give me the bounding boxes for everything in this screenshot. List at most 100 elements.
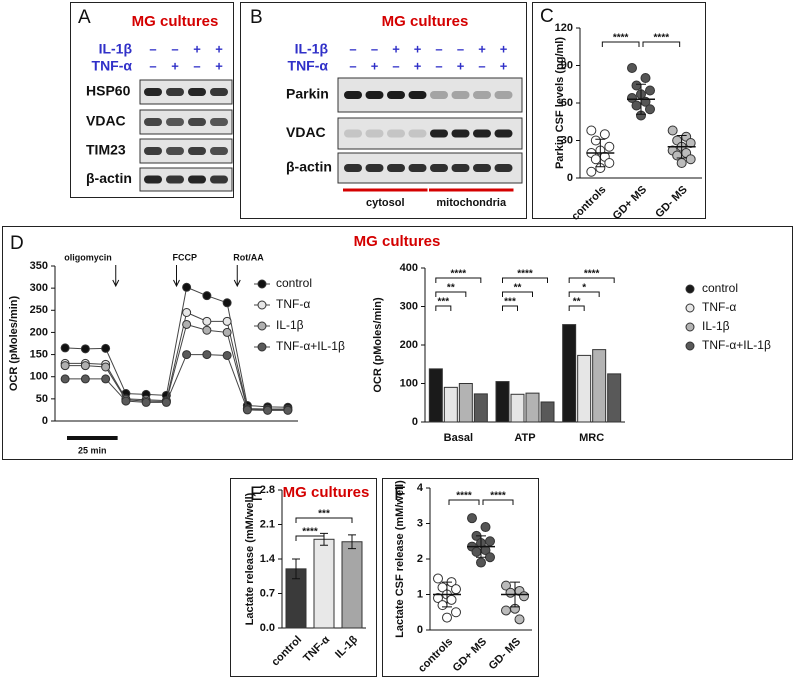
blot-band [144,118,162,126]
treatment-label: TNF-α [92,58,133,74]
blot-band [473,129,491,138]
y-tick-label: 350 [30,260,48,272]
data-point [640,73,651,83]
data-point [442,612,452,623]
y-tick-label: 2.8 [260,484,275,496]
data-point [501,605,511,616]
data-point [471,546,482,557]
data-point [80,344,90,354]
panel-frame [382,478,539,677]
treatment-label: IL-1β [295,41,329,57]
panel-letter: D [10,233,24,254]
blot-band [365,129,384,138]
sd-bar [595,138,606,168]
data-point [141,397,151,407]
sd-bar [442,581,452,608]
bar [443,386,458,423]
significance-bracket [502,291,533,297]
data-point [202,325,212,335]
x-tick-label: TNF-α [301,634,332,665]
bar [341,541,363,629]
significance-label: ** [447,283,455,294]
significance-label: **** [451,269,467,280]
significance-label: **** [584,269,600,280]
data-point [505,587,516,598]
treatment-sign: – [349,58,356,73]
blot-band [473,164,491,172]
sd-bar [476,535,486,558]
blot-band [344,129,362,138]
panel-letter: C [540,6,554,27]
blot-band [473,91,491,99]
band-label: Parkin [286,86,329,102]
significance-bracket [568,291,600,297]
data-point [283,405,293,415]
legend-label: TNF-α+IL-1β [276,339,345,353]
treatment-sign: + [371,58,379,73]
blot-band [210,118,228,126]
blot-band [451,129,470,138]
treatment-sign: + [478,41,486,56]
data-point [586,125,597,136]
significance-label: ** [573,297,581,308]
blot-band [144,175,162,184]
legend-marker [685,322,695,332]
blot-title: MG cultures [382,13,469,30]
blot-band [365,164,384,172]
data-point [599,129,610,140]
blot-band [210,88,228,96]
annotation-arrow [233,265,241,288]
x-tick-label: GD+ MS [611,184,650,223]
treatment-sign: + [500,58,508,73]
y-axis-label: Lactate CSF release (mM/well) [394,480,406,638]
x-tick-label: GD- MS [653,184,690,221]
significance-label: **** [456,491,472,502]
panel-frame [70,2,234,198]
data-point [222,350,232,360]
data-point [202,316,212,326]
significance-label: **** [490,491,506,502]
error-bar [348,534,356,550]
panel-letter: F [394,484,406,505]
y-tick-label: 120 [555,22,573,34]
x-tick-label: control [269,634,304,669]
blot-band [451,164,470,172]
treatment-sign: – [171,41,178,56]
treatment-sign: + [414,41,422,56]
blot-band [166,175,184,184]
data-point [60,343,70,353]
series-line [65,311,288,410]
significance-bracket [435,305,452,311]
blot-band [430,164,448,172]
panel-letter: E [250,484,263,505]
significance-bracket [482,499,514,505]
data-point [433,593,443,604]
significance-bracket [295,535,325,541]
y-tick-label: 90 [561,59,573,71]
data-point [514,614,525,625]
data-point [485,552,495,563]
data-point [604,141,615,152]
y-tick-label: 200 [30,326,48,338]
significance-bracket [568,305,585,311]
legend-marker [257,279,267,289]
legend-label: TNF-α [702,300,736,314]
bar [562,324,577,423]
legend-label: IL-1β [702,319,730,333]
data-point [446,594,457,605]
treatment-sign: + [215,41,223,56]
panel-frame [532,2,706,219]
blot-band [166,118,184,126]
data-point [451,607,461,618]
data-point [437,600,448,611]
panel-letter: B [250,7,263,28]
fraction-label: mitochondria [436,197,507,209]
significance-bracket [642,41,681,47]
y-tick-label: 300 [30,282,48,294]
bar [473,393,488,423]
data-point [222,316,232,326]
data-point [182,350,192,360]
treatment-sign: – [149,58,156,73]
blot-band [210,147,228,155]
annotation-arrow [173,265,180,288]
